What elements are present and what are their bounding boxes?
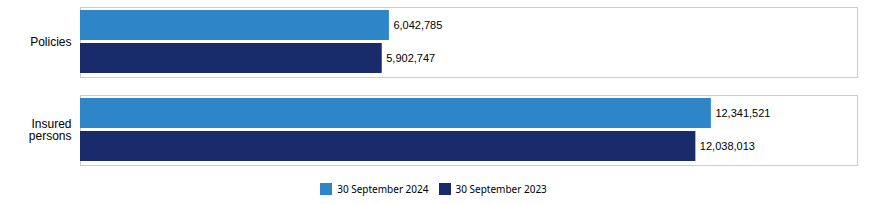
svg-text:Insuredpersons: Insuredpersons <box>29 117 72 143</box>
svg-text:6,042,785: 6,042,785 <box>393 19 442 31</box>
svg-text:Policies: Policies <box>30 35 71 49</box>
svg-text:12,038,013: 12,038,013 <box>700 140 755 152</box>
svg-text:12,341,521: 12,341,521 <box>715 107 770 119</box>
html-text:30 September 2023: 30 September 2023 <box>455 181 547 196</box>
svg-text:5,902,747: 5,902,747 <box>386 52 435 64</box>
html-text:30 September 2024: 30 September 2024 <box>337 181 429 196</box>
